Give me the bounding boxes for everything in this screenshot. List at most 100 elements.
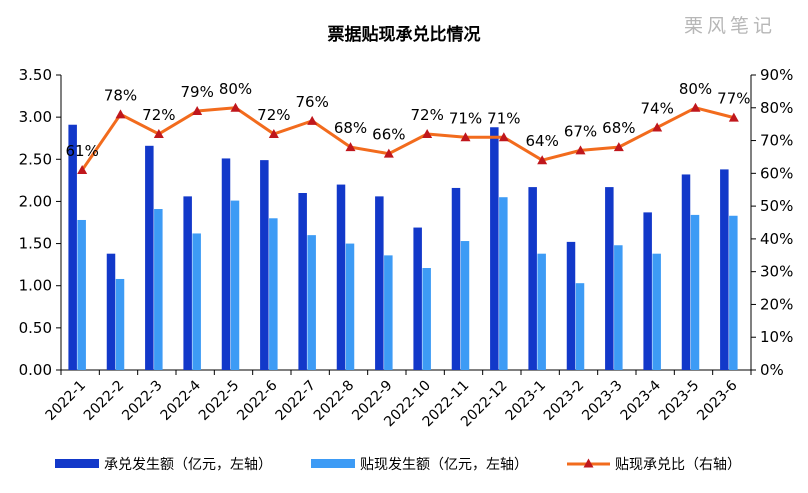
bar-acceptance (106, 253, 116, 370)
y-right-tick-label: 70% (760, 132, 793, 150)
ratio-marker (690, 102, 701, 112)
ratio-marker (77, 165, 88, 175)
ratio-marker (537, 155, 548, 165)
bar-acceptance (451, 187, 461, 370)
y-right-tick-label: 30% (760, 263, 793, 281)
ratio-data-label: 74% (640, 99, 673, 117)
x-tick-label: 2023-3 (579, 378, 625, 424)
y-left-tick-label: 0.00 (19, 361, 52, 379)
bar-discount (345, 243, 355, 370)
y-right-tick-label: 0% (760, 361, 784, 379)
bar-acceptance (68, 124, 77, 370)
bar-discount (154, 209, 163, 370)
bar-acceptance (221, 158, 231, 370)
y-left-tick-label: 1.00 (19, 277, 52, 295)
legend-swatch-discount (311, 459, 355, 468)
ratio-marker (613, 142, 624, 152)
x-tick-label: 2023-2 (541, 378, 587, 424)
x-tick-label: 2022-3 (119, 378, 165, 424)
bar-acceptance (528, 187, 537, 370)
y-left-tick-label: 0.50 (19, 319, 52, 337)
ratio-marker (192, 106, 203, 116)
bar-acceptance (298, 193, 307, 370)
y-right-tick-label: 90% (760, 66, 793, 84)
bar-discount (230, 200, 240, 370)
ratio-data-label: 68% (602, 119, 635, 137)
y-left-tick-label: 2.00 (19, 192, 52, 210)
ratio-marker (345, 142, 356, 152)
x-tick-label: 2022-8 (311, 378, 357, 424)
bar-discount (729, 215, 738, 370)
bar-acceptance (145, 145, 154, 370)
bar-discount (384, 255, 393, 370)
ratio-marker (575, 145, 586, 155)
ratio-data-label: 77% (717, 90, 750, 108)
ratio-data-label: 71% (487, 109, 520, 127)
bar-acceptance (336, 184, 346, 370)
y-right-tick-label: 80% (760, 99, 793, 117)
bar-acceptance (605, 187, 614, 370)
ratio-marker (498, 132, 509, 142)
ratio-marker (728, 112, 739, 122)
x-tick-label: 2023-4 (618, 377, 664, 423)
ratio-marker (383, 148, 394, 158)
bar-discount (422, 268, 431, 370)
y-right-tick-label: 60% (760, 164, 793, 182)
y-right-tick-label: 20% (760, 295, 793, 313)
bar-discount (77, 219, 86, 370)
ratio-marker (230, 102, 241, 112)
ratio-marker (115, 109, 126, 119)
legend-label-ratio: 贴现承兑比（右轴） (615, 457, 741, 473)
ratio-marker (422, 129, 433, 138)
x-tick-label: 2022-4 (158, 377, 204, 423)
bar-acceptance (183, 196, 192, 370)
ratio-data-label: 78% (104, 86, 137, 104)
legend-label-acceptance: 承兑发生额（亿元，左轴） (104, 457, 272, 473)
ratio-data-label: 72% (257, 106, 290, 124)
ratio-data-label: 76% (295, 93, 328, 111)
ratio-marker (652, 122, 663, 132)
bar-acceptance (566, 241, 576, 370)
bar-discount (115, 278, 125, 370)
x-tick-label: 2022-5 (196, 378, 242, 424)
bar-discount (537, 253, 546, 370)
x-tick-label: 2022-6 (234, 377, 280, 423)
bar-acceptance (681, 174, 691, 370)
y-right-tick-label: 50% (760, 197, 793, 215)
x-tick-label: 2023-6 (694, 377, 740, 423)
ratio-data-label: 68% (334, 119, 367, 137)
ratio-marker (268, 129, 279, 138)
bar-acceptance (720, 169, 729, 370)
ratio-data-label: 80% (679, 80, 712, 98)
y-right-tick-label: 10% (760, 328, 793, 346)
ratio-data-label: 67% (564, 122, 597, 140)
ratio-marker (307, 115, 318, 125)
ratio-data-label: 61% (65, 142, 98, 160)
ratio-data-label: 72% (410, 106, 443, 124)
y-left-tick-label: 2.50 (19, 150, 52, 168)
y-left-tick-label: 1.50 (19, 235, 52, 253)
bars (68, 124, 738, 370)
ratio-data-label: 79% (180, 83, 213, 101)
ratio-data-label: 71% (449, 109, 482, 127)
ratio-data-label: 66% (372, 126, 405, 144)
x-tick-label: 2022-2 (81, 378, 127, 424)
ratio-line (80, 106, 735, 171)
bar-discount (269, 218, 278, 370)
ratio-data-label: 80% (219, 80, 252, 98)
watermark: 栗风笔记 (684, 15, 776, 37)
legend: 承兑发生额（亿元，左轴） 贴现发生额（亿元，左轴） 贴现承兑比（右轴） (55, 457, 741, 473)
bar-acceptance (643, 212, 652, 370)
legend-swatch-ratio-marker (583, 458, 594, 468)
ratio-marker (460, 132, 471, 142)
y-left-tick-label: 3.50 (19, 66, 52, 84)
x-tick-label: 2022-1 (43, 378, 89, 424)
x-tick-label: 2023-5 (656, 378, 702, 424)
legend-swatch-acceptance (55, 459, 99, 468)
ratio-line-layer: 61% 78% 72% 79% 80% 72% 76% 68% 66% 72% 71% 71% 64% 6… (65, 80, 751, 175)
bar-discount (614, 245, 623, 370)
y-right-tick-label: 40% (760, 230, 793, 248)
ratio-data-label: 64% (525, 132, 558, 150)
bar-discount (499, 197, 508, 370)
